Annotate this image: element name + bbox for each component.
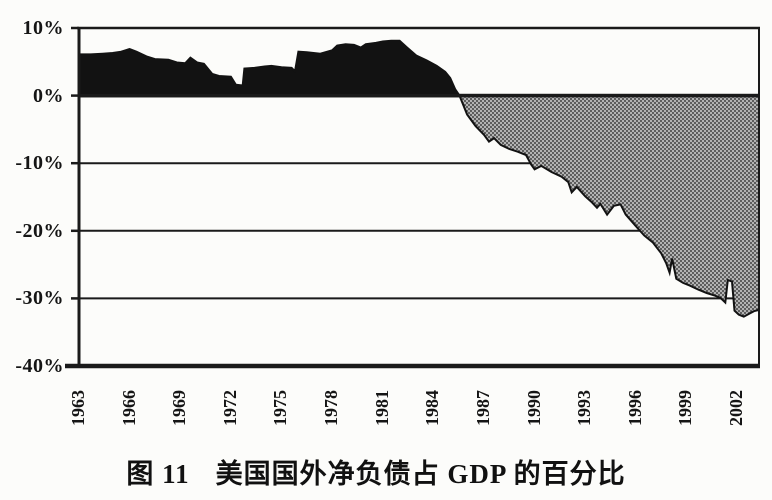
x-axis-label-1999: 1999 — [675, 390, 696, 426]
negative-area-fill — [79, 95, 759, 317]
positive-area-fill — [79, 40, 759, 96]
y-axis-label-0%: 0% — [33, 84, 64, 107]
y-axis-label-10%: 10% — [22, 17, 64, 39]
y-axis-label--40%: -40% — [15, 355, 64, 377]
data-series-line — [79, 39, 760, 318]
figure-number: 图 11 — [126, 459, 190, 489]
y-axis-label--20%: -20% — [15, 219, 64, 242]
x-axis-label-1978: 1978 — [321, 390, 342, 426]
figure-caption: 图 11 美国国外净负债占 GDP 的百分比 — [0, 452, 752, 491]
x-axis-label-1984: 1984 — [422, 390, 443, 426]
x-axis-label-1990: 1990 — [523, 390, 544, 426]
figure-title: 美国国外净负债占 GDP 的百分比 — [215, 459, 626, 489]
x-axis-label-2002: 2002 — [726, 390, 747, 426]
x-axis-label-1993: 1993 — [574, 390, 595, 426]
plot-frame — [65, 26, 760, 369]
x-axis-label-1966: 1966 — [118, 390, 139, 426]
y-axis-label--10%: -10% — [15, 152, 64, 175]
x-axis-label-1972: 1972 — [219, 390, 240, 426]
x-axis-label-1975: 1975 — [270, 390, 291, 426]
x-axis-label-1969: 1969 — [169, 390, 190, 426]
y-axis-label--30%: -30% — [15, 287, 64, 310]
x-axis-label-1981: 1981 — [371, 390, 392, 426]
x-axis-label-1987: 1987 — [472, 390, 493, 426]
x-axis-label-1996: 1996 — [624, 390, 645, 426]
x-axis-label-1963: 1963 — [68, 390, 88, 426]
y-axis-ticks — [71, 26, 79, 368]
